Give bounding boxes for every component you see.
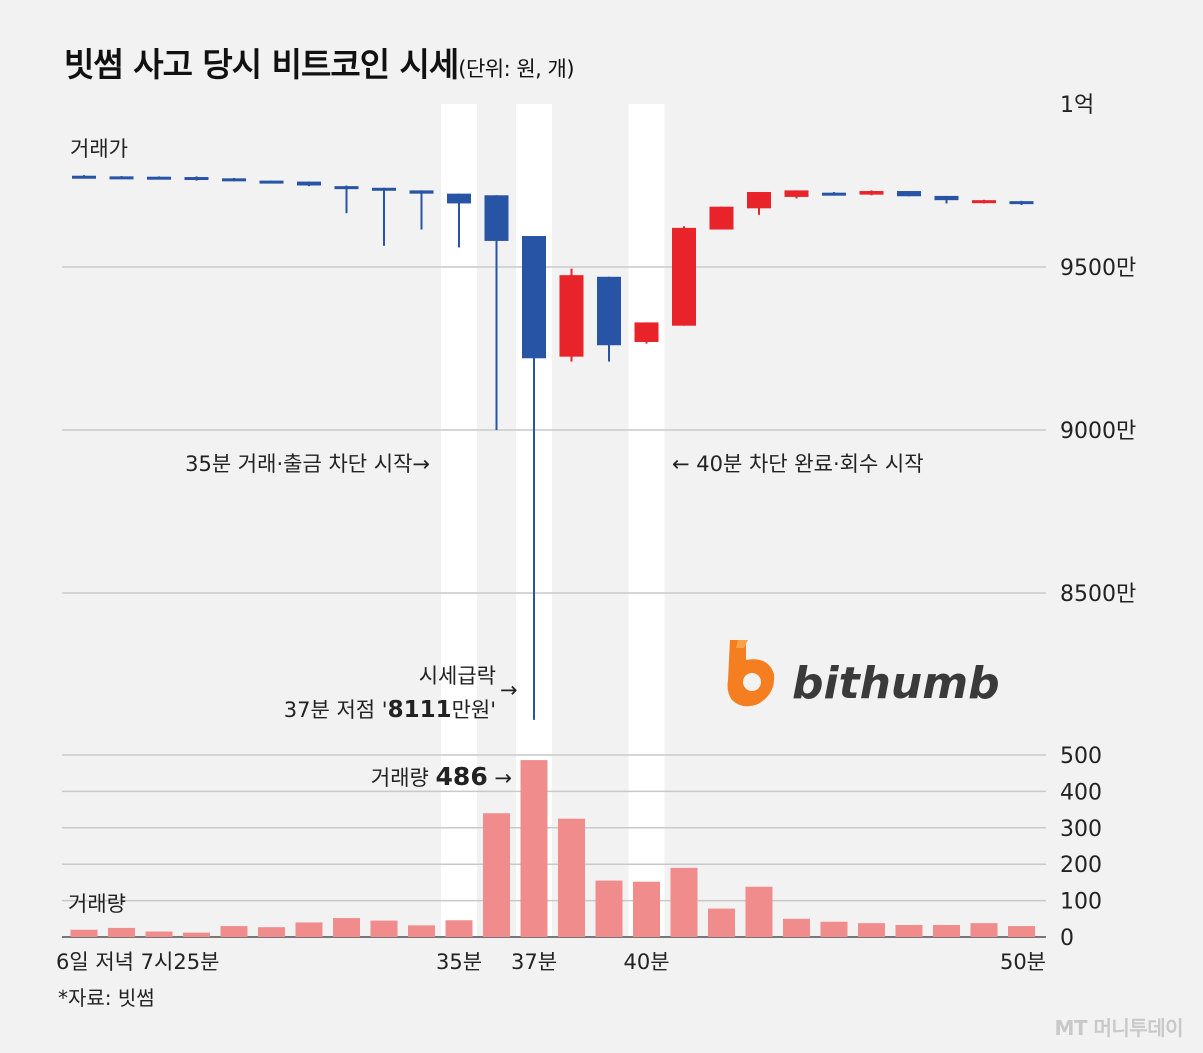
volume-bar — [745, 886, 773, 937]
volume-bar — [183, 932, 210, 937]
candle-body — [109, 176, 134, 180]
chart-title: 빗썸 사고 당시 비트코인 시세(단위: 원, 개) — [64, 45, 575, 84]
price-tick-label: 9000만 — [1060, 419, 1136, 444]
volume-bar — [933, 924, 960, 937]
candle-body — [147, 176, 171, 180]
annotation-plunge-line1: 시세급락 — [419, 664, 496, 688]
x-tick-label: 6일 저녁 7시25분 — [56, 950, 219, 974]
annotation-plunge-prefix: 37분 저점 ' — [284, 698, 388, 722]
candle-body — [672, 227, 696, 326]
volume-bar — [558, 818, 585, 937]
volume-bar — [1008, 926, 1035, 937]
volume-tick-label: 100 — [1060, 890, 1102, 915]
volume-bar — [145, 931, 173, 937]
unit-label: (단위: 원, 개) — [458, 57, 575, 81]
candle-body — [709, 206, 734, 230]
volume-bar — [895, 924, 923, 937]
volume-bar — [445, 920, 473, 937]
x-tick-label: 35분 — [436, 950, 482, 974]
annotation-plunge-line2: 37분 저점 '8111만원' — [284, 697, 496, 723]
candle-body — [334, 186, 359, 190]
volume-bar — [258, 927, 285, 937]
volume-bar — [108, 927, 135, 937]
volume-bar — [70, 929, 98, 937]
candle-body — [859, 191, 884, 195]
price-tick-label: 9500만 — [1060, 256, 1136, 281]
volume-tick-label: 400 — [1060, 780, 1102, 805]
publisher-watermark: MT 머니투데이 — [1054, 1016, 1183, 1040]
candle-body — [484, 195, 509, 241]
price-series-label: 거래가 — [70, 137, 128, 161]
bithumb-b-icon — [727, 640, 775, 707]
candle-body — [259, 180, 284, 184]
highlight-band-40 — [628, 104, 665, 938]
annotation-peak-volume-prefix: 거래량 — [371, 766, 436, 790]
volume-tick-label: 500 — [1060, 744, 1102, 769]
volume-tick-label: 0 — [1060, 926, 1074, 951]
volume-bar — [220, 926, 248, 937]
annotation-peak-volume-value: 486 — [436, 762, 488, 791]
volume-bar — [820, 921, 848, 937]
price-tick-label: 8500만 — [1060, 582, 1136, 607]
volume-bar — [708, 908, 735, 937]
candle-body — [634, 322, 659, 342]
annotation-halt-start: 35분 거래·출금 차단 시작→ — [185, 452, 430, 476]
candle-body — [972, 200, 996, 204]
candle-body — [222, 178, 246, 182]
volume-bar — [595, 880, 623, 937]
volume-series-label: 거래량 — [68, 892, 126, 916]
candle-body — [934, 195, 959, 201]
x-tick-label: 40분 — [623, 950, 669, 974]
candle-body — [409, 190, 434, 194]
candle-body — [822, 192, 846, 196]
candle-body — [372, 187, 396, 191]
volume-bar — [333, 918, 360, 937]
candle-body — [297, 181, 321, 186]
annotation-halt-end: ← 40분 차단 완료·회수 시작 — [672, 452, 924, 476]
candle-body — [1009, 201, 1034, 205]
volume-bar — [408, 925, 435, 937]
x-tick-label: 50분 — [1000, 950, 1046, 974]
candle-body — [72, 175, 96, 179]
volume-bar — [783, 918, 810, 937]
volume-bar — [520, 760, 548, 937]
volume-bar — [858, 923, 885, 937]
annotation-peak-volume: 거래량 486 → — [371, 762, 512, 791]
volume-bar — [370, 920, 398, 937]
source-note: *자료: 빗썸 — [58, 986, 155, 1010]
annotation-peak-volume-arrow: → — [488, 766, 512, 790]
volume-tick-label: 200 — [1060, 853, 1102, 878]
candle-body — [184, 177, 209, 181]
candle-body — [747, 192, 771, 209]
annotation-plunge-arrow: → — [500, 678, 518, 702]
volume-tick-label: 300 — [1060, 817, 1102, 842]
x-tick-label: 37분 — [511, 950, 557, 974]
candle-body — [522, 236, 546, 359]
candle-body — [784, 190, 809, 197]
candle-body — [897, 191, 921, 197]
volume-bar — [295, 922, 323, 937]
candle-body — [559, 275, 584, 357]
candle-body — [447, 193, 471, 204]
volume-bar — [670, 867, 698, 937]
annotation-plunge-suffix: 만원' — [452, 698, 496, 722]
volume-bar — [483, 813, 510, 937]
volume-bar — [970, 923, 998, 937]
bithumb-wordmark: bithumb — [792, 658, 1000, 709]
price-tick-label: 1억 — [1060, 93, 1094, 118]
annotation-plunge-low-value: 8111 — [388, 697, 452, 723]
bithumb-logo: bithumb — [727, 640, 1000, 709]
candle-body — [597, 276, 621, 346]
volume-bar — [633, 881, 660, 937]
